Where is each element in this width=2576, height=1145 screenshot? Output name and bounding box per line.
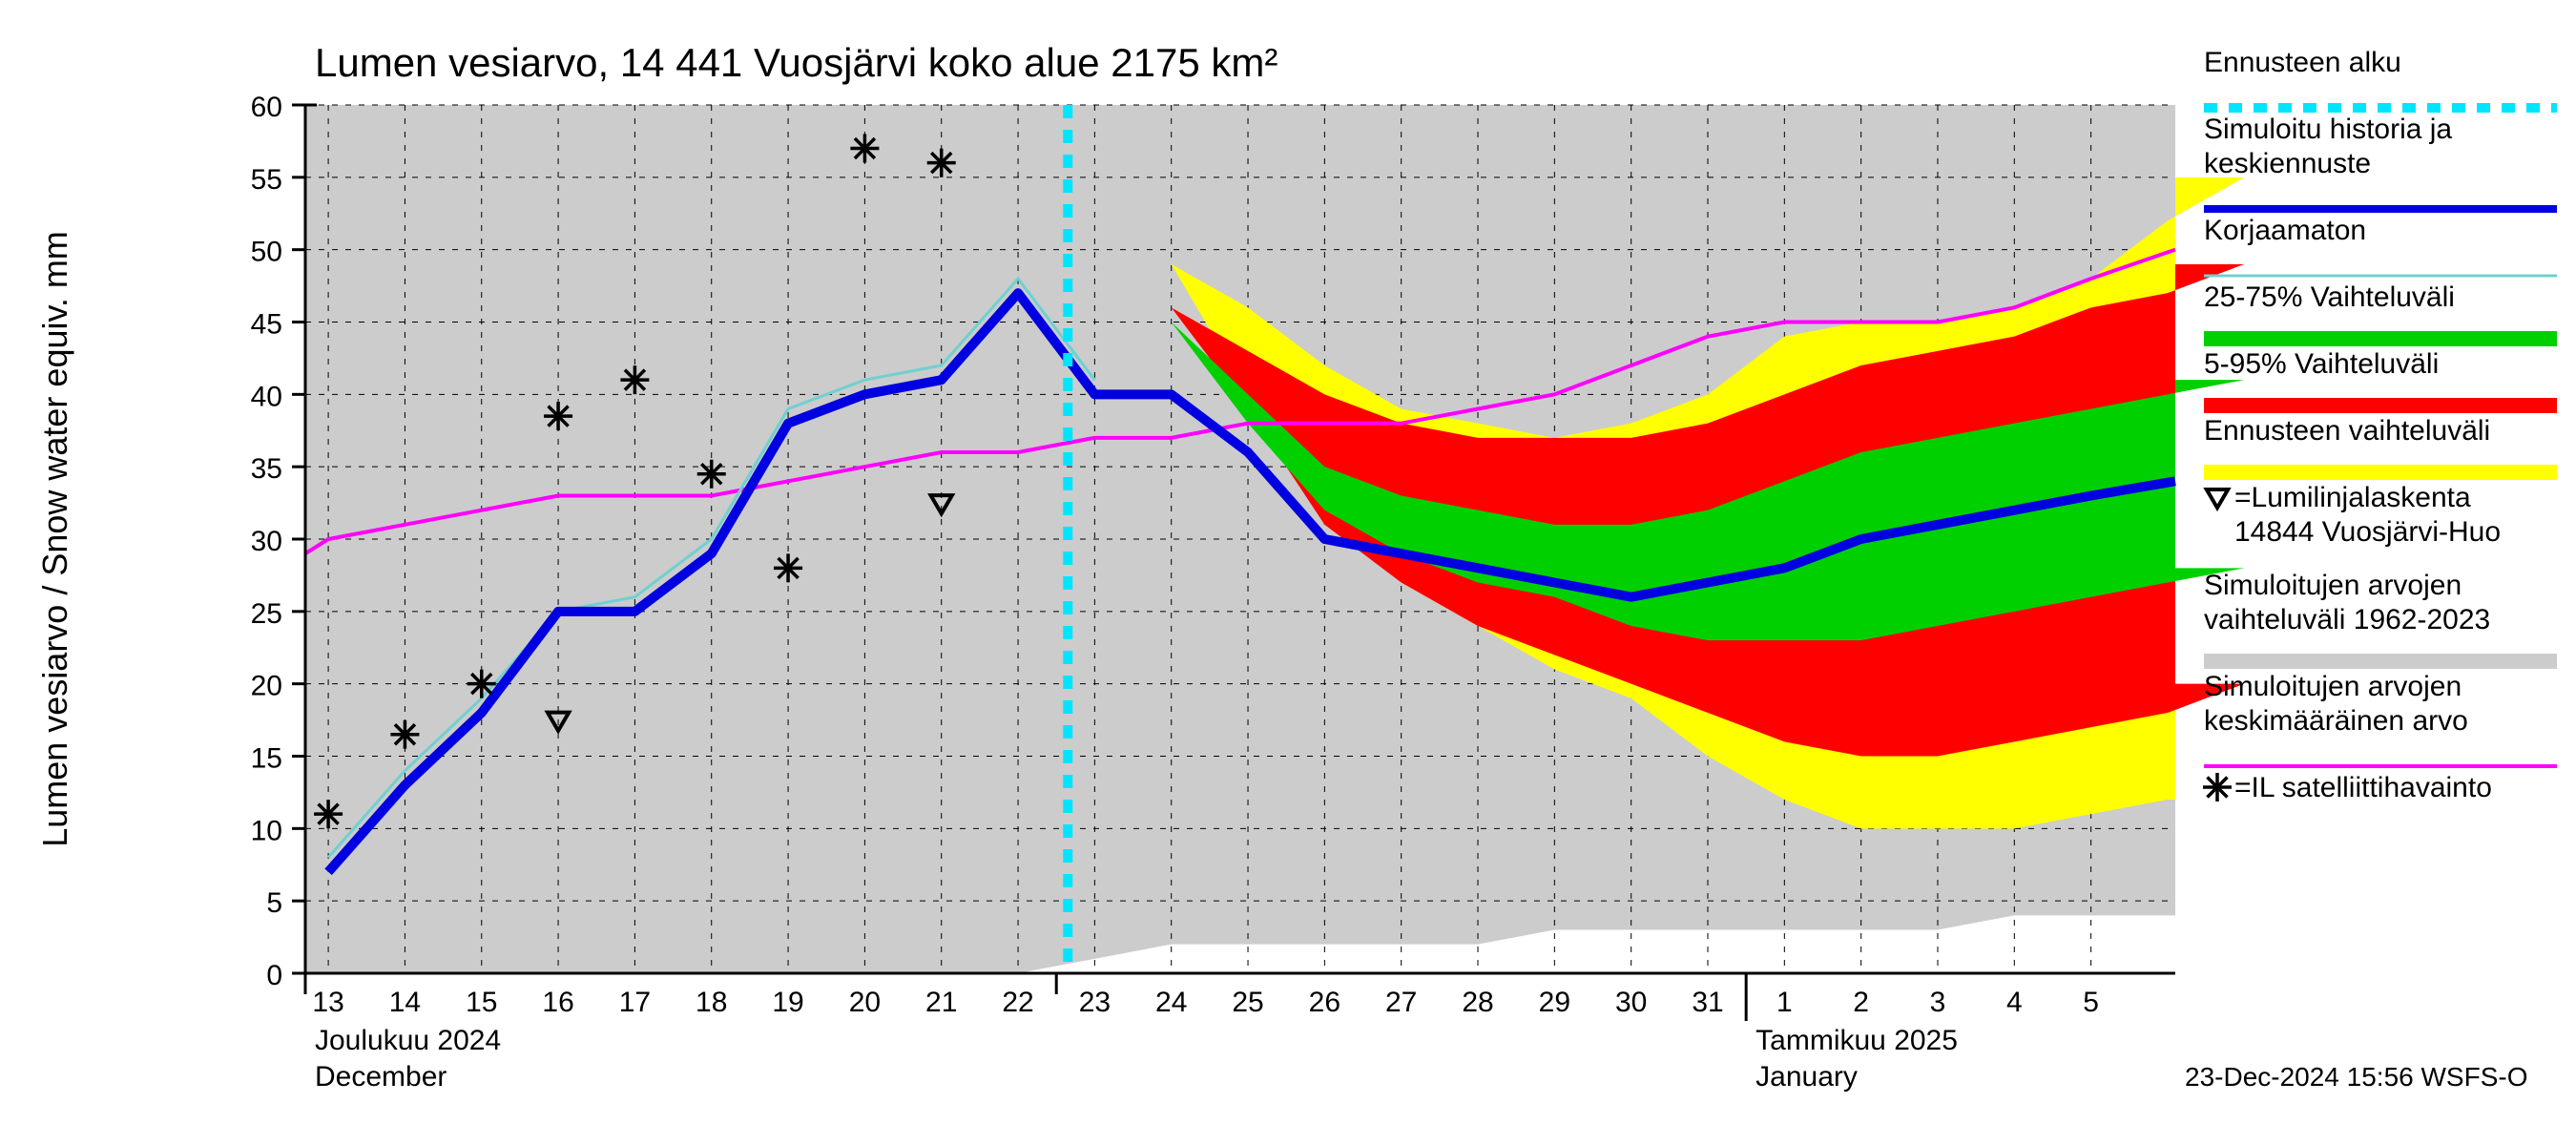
legend-label-median: keskiennuste: [2204, 148, 2371, 179]
xtick-label: 15: [466, 987, 497, 1018]
xtick-label: 13: [312, 987, 343, 1018]
xtick-label: 19: [772, 987, 803, 1018]
month1-fi: Joulukuu 2024: [315, 1025, 501, 1056]
star-marker: [544, 402, 572, 430]
xtick-label: 26: [1309, 987, 1340, 1018]
xtick-label: 28: [1462, 987, 1493, 1018]
legend-swatch-bfull: [2204, 465, 2557, 480]
xtick-label: 17: [619, 987, 651, 1018]
legend-label-tri: 14844 Vuosjärvi-Huo: [2234, 516, 2501, 548]
xtick-label: 27: [1385, 987, 1417, 1018]
star-marker: [774, 553, 802, 582]
xtick-label: 20: [849, 987, 881, 1018]
xtick-label: 22: [1002, 987, 1033, 1018]
ytick-label: 15: [251, 743, 282, 775]
ytick-label: 45: [251, 309, 282, 341]
star-marker: [620, 365, 649, 394]
xtick-label: 21: [925, 987, 957, 1018]
legend-label-histmean: keskimääräinen arvo: [2204, 705, 2468, 737]
legend-label-median: Simuloitu historia ja: [2204, 114, 2452, 145]
legend-label-bfull: Ennusteen vaihteluväli: [2204, 415, 2490, 447]
xtick-label: 31: [1692, 987, 1723, 1018]
triangle-marker: [2207, 489, 2228, 508]
footer-timestamp: 23-Dec-2024 15:56 WSFS-O: [2185, 1062, 2528, 1092]
ytick-label: 60: [251, 92, 282, 123]
ytick-label: 40: [251, 381, 282, 412]
legend-label-hist: Simuloitujen arvojen: [2204, 570, 2462, 601]
ytick-label: 5: [266, 887, 282, 919]
legend-label-b595: 5-95% Vaihteluväli: [2204, 348, 2439, 380]
xtick-label: 14: [389, 987, 421, 1018]
xtick-label: 30: [1615, 987, 1647, 1018]
star-marker: [314, 800, 343, 828]
ytick-label: 10: [251, 815, 282, 846]
legend-label-hist: vaihteluväli 1962-2023: [2204, 604, 2490, 635]
xtick-label: 2: [1853, 987, 1869, 1018]
xtick-label: 16: [542, 987, 573, 1018]
ytick-label: 50: [251, 237, 282, 268]
legend-label-star: =IL satelliittihavainto: [2234, 772, 2492, 803]
star-marker: [390, 720, 419, 749]
star-marker: [2203, 773, 2232, 802]
xtick-label: 29: [1539, 987, 1570, 1018]
month2-en: January: [1755, 1061, 1858, 1093]
star-marker: [697, 460, 726, 489]
xtick-label: 24: [1155, 987, 1187, 1018]
xtick-label: 1: [1776, 987, 1793, 1018]
legend-label-forecast_start: Ennusteen alku: [2204, 47, 2401, 78]
ytick-label: 35: [251, 453, 282, 485]
legend-swatch-hist: [2204, 654, 2557, 669]
month2-fi: Tammikuu 2025: [1755, 1025, 1958, 1056]
month1-en: December: [315, 1061, 447, 1093]
ytick-label: 0: [266, 960, 282, 991]
legend-swatch-b2575: [2204, 331, 2557, 346]
star-marker: [850, 135, 879, 163]
ytick-label: 55: [251, 164, 282, 196]
xtick-label: 3: [1930, 987, 1946, 1018]
ytick-label: 30: [251, 526, 282, 557]
ytick-label: 25: [251, 598, 282, 630]
legend-swatch-b595: [2204, 398, 2557, 413]
chart-title: Lumen vesiarvo, 14 441 Vuosjärvi koko al…: [315, 40, 1278, 85]
y-axis-label: Lumen vesiarvo / Snow water equiv. mm: [35, 231, 74, 847]
xtick-label: 4: [2006, 987, 2023, 1018]
xtick-label: 18: [696, 987, 727, 1018]
xtick-label: 5: [2083, 987, 2099, 1018]
legend-label-tri: =Lumilinjalaskenta: [2234, 482, 2471, 513]
star-marker: [927, 149, 956, 177]
legend-label-uncorrected: Korjaamaton: [2204, 215, 2366, 246]
legend-label-b2575: 25-75% Vaihteluväli: [2204, 281, 2455, 313]
legend-label-histmean: Simuloitujen arvojen: [2204, 671, 2462, 702]
star-marker: [467, 670, 496, 698]
xtick-label: 25: [1232, 987, 1263, 1018]
ytick-label: 20: [251, 671, 282, 702]
xtick-label: 23: [1079, 987, 1111, 1018]
